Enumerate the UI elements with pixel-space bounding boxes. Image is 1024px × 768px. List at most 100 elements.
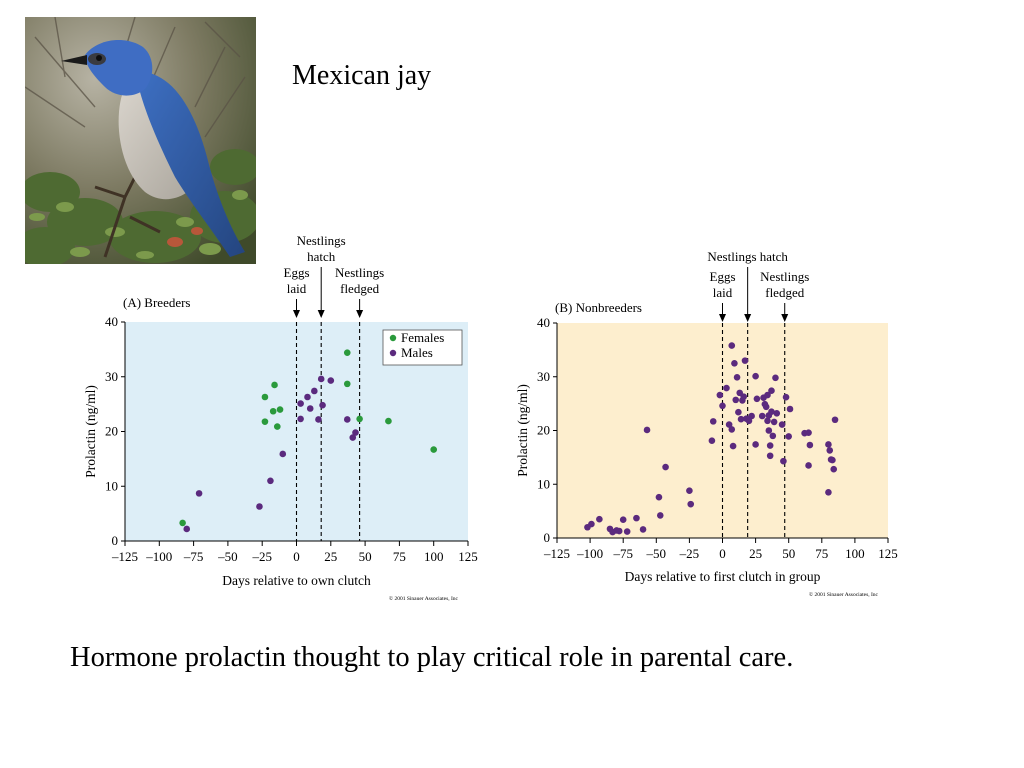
- data-point-males: [195, 490, 203, 497]
- data-point-nonbreeder: [805, 462, 812, 469]
- x-tick-label: 100: [845, 546, 865, 561]
- data-point-females: [271, 381, 278, 389]
- data-point-nonbreeder: [732, 396, 740, 404]
- event-label: fledged: [340, 281, 379, 296]
- data-point-nonbreeder: [758, 412, 766, 420]
- data-point-nonbreeder: [639, 526, 647, 533]
- data-point-nonbreeder: [643, 426, 651, 434]
- data-point-females: [269, 407, 277, 415]
- event-arrow-head: [317, 310, 325, 318]
- data-point-nonbreeder: [762, 403, 770, 411]
- data-point-males: [343, 416, 351, 423]
- data-point-nonbreeder: [619, 516, 627, 524]
- event-label: laid: [287, 281, 307, 296]
- event-label: Nestlings: [297, 233, 346, 248]
- y-tick-label: 40: [537, 315, 550, 330]
- data-point-nonbreeder: [825, 489, 832, 496]
- x-tick-label: 50: [782, 546, 795, 561]
- data-point-males: [349, 434, 357, 441]
- x-tick-label: –125: [111, 549, 138, 564]
- data-point-nonbreeder: [780, 457, 787, 465]
- data-point-nonbreeder: [633, 514, 640, 522]
- data-point-nonbreeder: [596, 515, 603, 523]
- x-tick-label: 50: [359, 549, 372, 564]
- data-point-nonbreeder: [731, 360, 738, 367]
- copyright-note: © 2001 Sinauer Associates, Inc: [389, 595, 459, 602]
- data-point-nonbreeder: [708, 437, 716, 445]
- y-tick-label: 10: [537, 476, 550, 491]
- x-tick-label: –50: [217, 549, 238, 564]
- data-point-nonbreeder: [766, 442, 774, 449]
- data-point-males: [317, 375, 325, 383]
- data-point-nonbreeder: [764, 417, 771, 425]
- x-tick-label: –125: [543, 546, 570, 561]
- y-tick-label: 30: [105, 369, 118, 384]
- data-point-females: [385, 417, 392, 425]
- legend-box: [382, 329, 463, 366]
- event-label: Nestlings: [760, 269, 809, 284]
- data-point-nonbreeder: [728, 426, 736, 433]
- data-point-females: [343, 380, 351, 388]
- data-point-nonbreeder: [773, 410, 781, 417]
- data-point-nonbreeder: [785, 433, 792, 440]
- slide-caption: Hormone prolactin thought to play critic…: [70, 642, 794, 673]
- event-arrow-head: [781, 314, 789, 322]
- data-point-nonbreeder: [825, 441, 832, 448]
- data-point-nonbreeder: [830, 465, 838, 473]
- data-point-males: [327, 377, 335, 384]
- x-tick-label: 100: [424, 549, 444, 564]
- event-label: Eggs: [284, 265, 310, 280]
- data-point-nonbreeder: [737, 415, 745, 423]
- x-tick-label: –100: [145, 549, 172, 564]
- data-point-nonbreeder: [772, 374, 779, 382]
- event-label: Nestlings hatch: [707, 249, 788, 264]
- data-point-females: [356, 415, 363, 423]
- data-point-nonbreeder: [752, 372, 759, 380]
- data-point-nonbreeder: [753, 395, 761, 403]
- data-point-nonbreeder: [778, 421, 786, 428]
- x-tick-label: –25: [679, 546, 700, 561]
- data-point-males: [304, 393, 311, 401]
- data-point-nonbreeder: [740, 393, 747, 400]
- x-tick-label: 125: [878, 546, 898, 561]
- data-point-nonbreeder: [588, 520, 595, 528]
- data-point-nonbreeder: [729, 442, 737, 450]
- data-point-nonbreeder: [655, 493, 663, 501]
- event-arrow-head: [356, 310, 364, 318]
- data-point-males: [315, 416, 322, 423]
- legend-marker: [389, 334, 397, 342]
- y-tick-label: 20: [105, 424, 118, 439]
- chart-breeders: –125 –100 –75 –50 –25 0 25 50 75 100 125 0 10 20 30 40 (…: [83, 233, 478, 602]
- y-axis-label: Prolactin (ng/ml): [515, 384, 530, 477]
- data-point-nonbreeder: [786, 405, 794, 413]
- legend-label: Females: [401, 330, 444, 345]
- y-tick-label: 0: [544, 530, 551, 545]
- data-point-nonbreeder: [752, 441, 759, 448]
- y-tick-label: 30: [537, 369, 550, 384]
- event-label: hatch: [307, 249, 336, 264]
- x-tick-label: –100: [576, 546, 603, 561]
- y-tick-label: 20: [537, 423, 550, 438]
- x-tick-label: –50: [646, 546, 667, 561]
- event-label: laid: [713, 285, 733, 300]
- x-tick-label: –75: [612, 546, 633, 561]
- event-label: Nestlings: [335, 265, 384, 280]
- y-tick-label: 40: [105, 314, 118, 329]
- data-point-nonbreeder: [768, 408, 775, 415]
- data-point-nonbreeder: [766, 452, 774, 460]
- data-point-nonbreeder: [723, 384, 730, 392]
- y-tick-label: 10: [105, 478, 118, 493]
- data-point-nonbreeder: [801, 429, 808, 437]
- data-point-nonbreeder: [829, 456, 836, 464]
- x-tick-label: 25: [324, 549, 337, 564]
- data-point-males: [183, 525, 191, 533]
- data-point-males: [279, 450, 287, 458]
- y-axis-label: Prolactin (ng/ml): [83, 385, 98, 478]
- data-point-nonbreeder: [831, 416, 839, 424]
- data-point-males: [311, 387, 318, 395]
- mexican-jay-photo: [25, 17, 256, 264]
- data-point-nonbreeder: [826, 447, 834, 454]
- x-tick-label: 0: [719, 546, 726, 561]
- data-point-nonbreeder: [716, 391, 724, 399]
- x-tick-label: 125: [458, 549, 478, 564]
